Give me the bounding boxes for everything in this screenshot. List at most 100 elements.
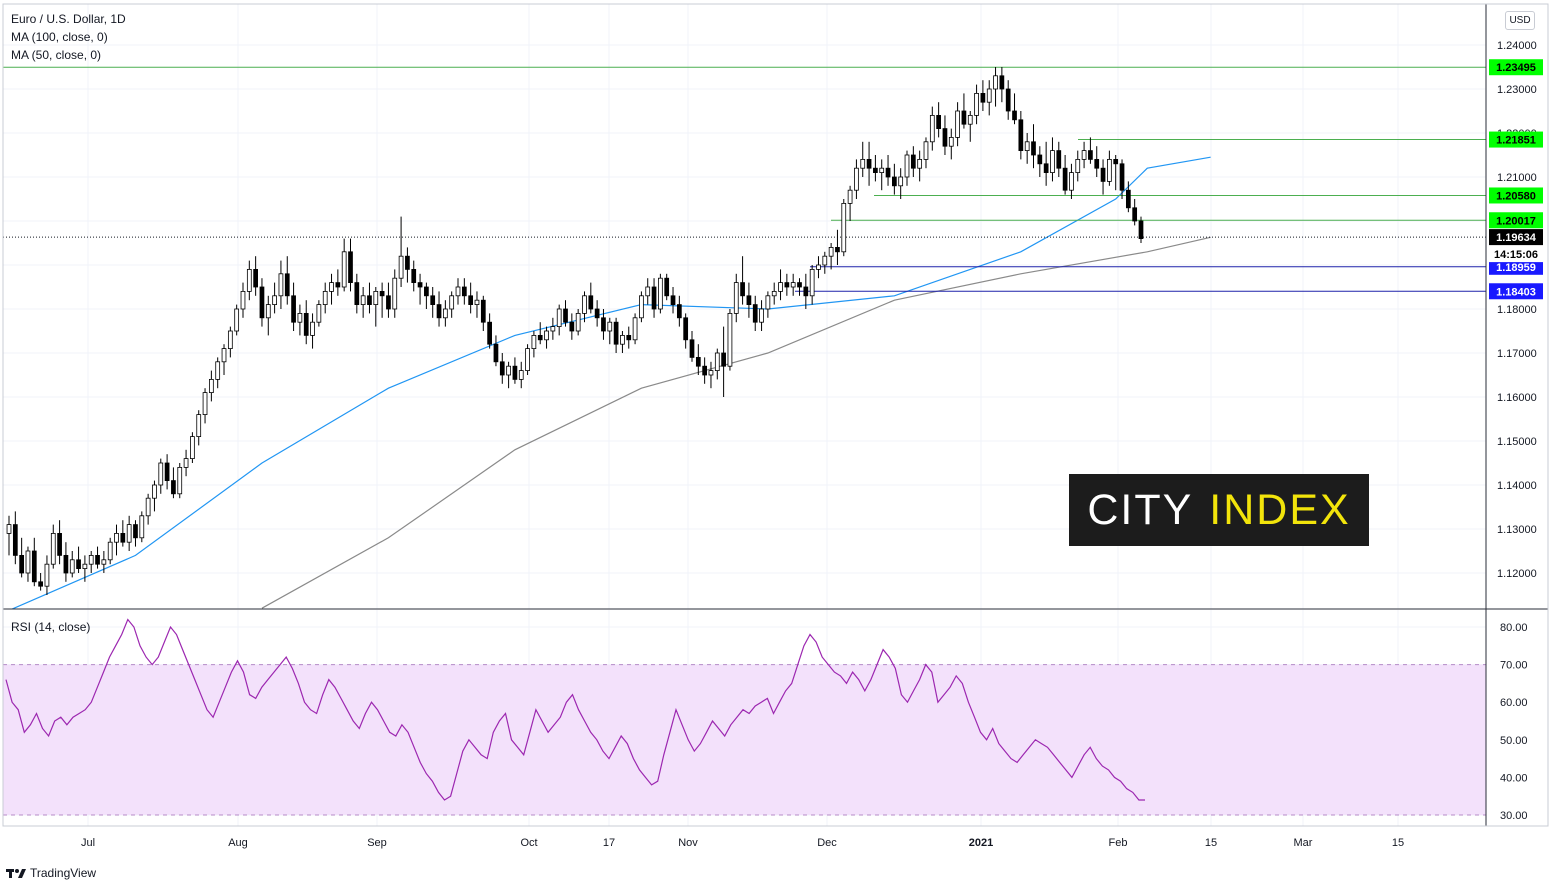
ma100-line [261,236,1211,609]
rsi-line [5,618,1145,801]
candle-body [272,295,277,305]
rsi-band [3,664,1486,816]
candle-body [82,563,88,570]
currency-button[interactable]: USD [1505,11,1535,30]
candle-body [1069,172,1074,191]
candle-body [19,555,25,574]
candle-body [733,282,739,314]
candle-body [44,563,50,587]
candle-body [480,299,486,323]
time-tick-label: Sep [367,837,387,849]
candle-body [12,524,18,556]
candle-body [746,295,752,305]
candlesticks[interactable] [6,67,1144,595]
chart-frame [2,3,1549,827]
candle-body [879,167,885,173]
candle-body [790,282,796,288]
candle-body [373,290,379,305]
candle-body [721,352,726,367]
candle-body [993,75,998,90]
level-price-label: 1.20017 [1496,215,1536,227]
candle-body [145,497,151,517]
candle-body [335,282,341,288]
price-tick-label: 1.18000 [1497,304,1537,316]
candle-body [759,308,764,323]
candle-body [1075,158,1081,173]
candle-body [1024,141,1030,152]
candle-body [152,484,157,499]
candle-body [38,581,43,587]
candle-body [967,115,973,125]
candle-body [645,286,651,297]
rsi-legend[interactable]: RSI (14, close) [11,620,91,634]
horizontal-levels [3,66,1486,292]
rsi-tick-label: 70.00 [1500,660,1528,672]
candle-body [860,158,866,169]
time-tick-label: 17 [603,837,615,849]
candle-body [999,75,1005,90]
candle-body [449,295,455,310]
price-labels: 1.23495 1.21851 1.20580 1.20017 1.18959 1.184… [1489,59,1543,300]
candle-body [6,524,12,534]
candle-body [310,321,315,336]
candle-body [284,273,290,297]
candle-body [822,255,828,266]
candle-body [114,533,119,543]
candle-body [95,555,100,565]
price-tick-label: 1.14000 [1497,480,1537,492]
candle-body [1018,119,1024,152]
candle-body [120,533,126,543]
candle-body [1037,154,1043,165]
rsi-series [5,618,1145,801]
candle-body [379,290,385,297]
candle-body [25,550,31,574]
candle-body [689,339,695,358]
candle-body [227,330,233,350]
level-price-label-bg [1489,212,1543,229]
candle-body [658,277,663,310]
time-tick-label: Jul [81,837,95,849]
last-price-label-bg [1489,229,1543,246]
candle-body [259,286,265,319]
level-price-label: 1.23495 [1496,62,1536,74]
candle-body [752,304,758,323]
candle-body [835,246,840,253]
candle-body [980,93,986,103]
bar-countdown-label-bg [1489,246,1543,263]
candle-body [177,466,183,495]
candle-body [664,277,670,297]
candle-body [904,154,910,178]
candle-body [544,330,549,341]
candle-body [234,308,240,332]
candle-body [417,282,423,288]
candle-body [164,462,170,482]
candle-body [885,167,891,178]
candle-body [63,555,69,574]
tradingview-footer[interactable]: TradingView [6,864,96,881]
candle-body [575,312,581,332]
time-tick-label: 2021 [969,837,993,849]
candle-body [974,93,979,116]
candle-body [158,462,164,486]
candle-body [955,110,960,138]
candle-body [430,295,436,305]
candle-body [620,334,625,345]
level-price-label: 1.18403 [1496,286,1536,298]
candle-body [101,559,107,565]
candle-body [778,282,783,292]
candle-body [1043,163,1049,174]
rsi-tick-label: 30.00 [1500,810,1528,822]
candle-body [740,282,745,297]
logo-word-city: CITY [1087,485,1194,534]
price-tick-label: 1.16000 [1497,392,1537,404]
candle-body [847,189,853,204]
ma100-legend[interactable]: MA (100, close, 0) [11,30,108,44]
candle-body [436,304,442,319]
ma50-line [10,156,1211,609]
candle-body [803,286,809,297]
bar-countdown-label: 14:15:06 [1494,249,1538,261]
ma50-legend[interactable]: MA (50, close, 0) [11,48,102,62]
candle-body [69,559,75,574]
candle-body [607,321,613,332]
